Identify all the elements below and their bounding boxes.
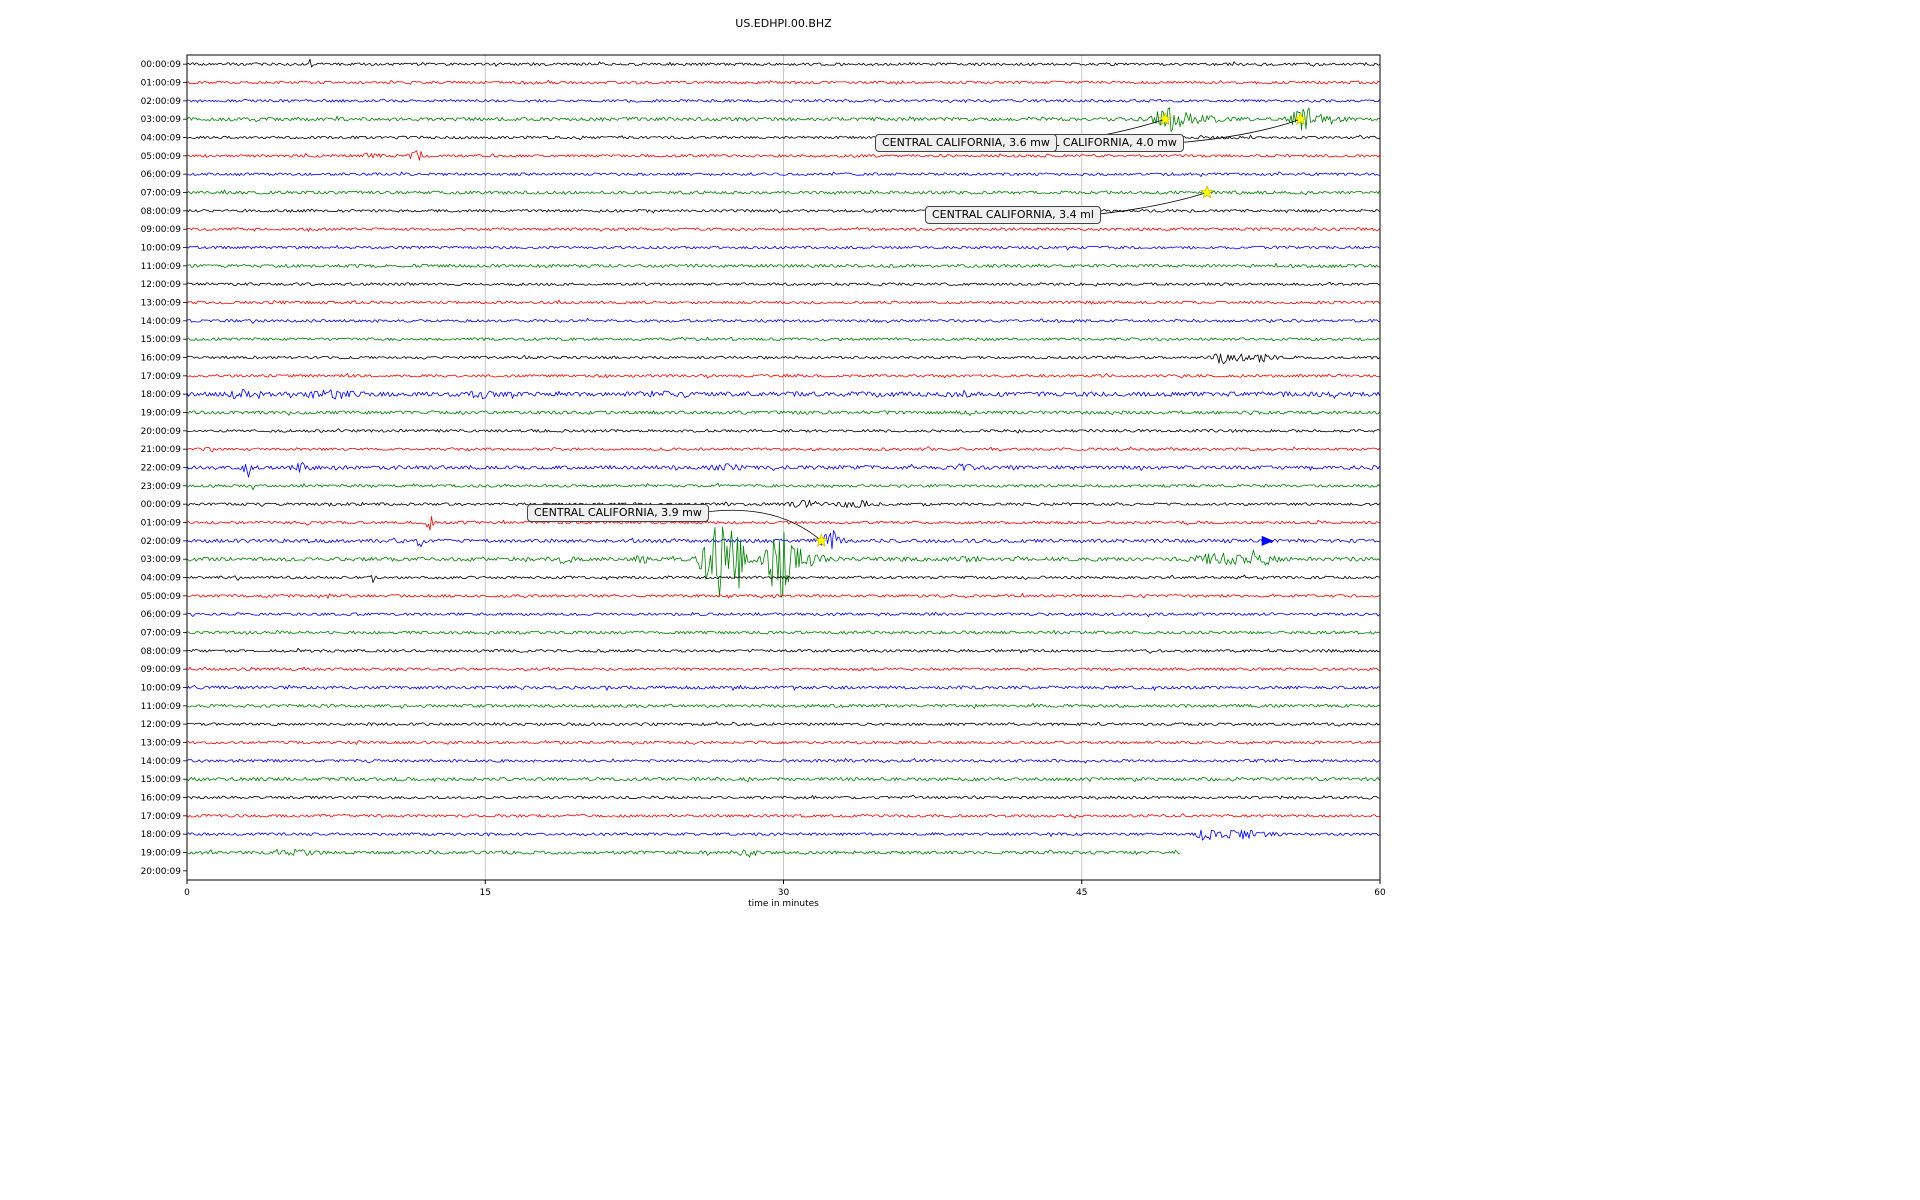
svg-text:45: 45 [1076, 888, 1087, 898]
svg-text:13:00:09: 13:00:09 [141, 739, 182, 749]
svg-text:04:00:09: 04:00:09 [141, 134, 182, 144]
svg-text:19:00:09: 19:00:09 [141, 849, 182, 859]
svg-text:11:00:09: 11:00:09 [141, 262, 182, 272]
svg-text:06:00:09: 06:00:09 [141, 610, 182, 620]
svg-text:15:00:09: 15:00:09 [141, 775, 182, 785]
svg-text:06:00:09: 06:00:09 [141, 170, 182, 180]
svg-text:11:00:09: 11:00:09 [141, 702, 182, 712]
svg-text:0: 0 [184, 888, 190, 898]
svg-text:07:00:09: 07:00:09 [141, 629, 182, 639]
svg-text:21:00:09: 21:00:09 [141, 445, 182, 455]
x-axis-label: time in minutes [748, 899, 819, 909]
svg-text:17:00:09: 17:00:09 [141, 812, 182, 822]
svg-text:14:00:09: 14:00:09 [141, 757, 182, 767]
svg-text:09:00:09: 09:00:09 [141, 665, 182, 675]
event-annotation-3-9mw: CENTRAL CALIFORNIA, 3.9 mw [527, 504, 709, 522]
svg-text:19:00:09: 19:00:09 [141, 409, 182, 419]
svg-text:00:00:09: 00:00:09 [141, 60, 182, 70]
svg-text:23:00:09: 23:00:09 [141, 482, 182, 492]
svg-text:12:00:09: 12:00:09 [141, 720, 182, 730]
svg-text:02:00:09: 02:00:09 [141, 97, 182, 107]
svg-text:07:00:09: 07:00:09 [141, 189, 182, 199]
svg-text:03:00:09: 03:00:09 [141, 555, 182, 565]
svg-text:18:00:09: 18:00:09 [141, 390, 182, 400]
svg-text:60: 60 [1374, 888, 1386, 898]
marker-triangle [1261, 535, 1274, 546]
svg-text:15: 15 [480, 888, 491, 898]
svg-text:20:00:09: 20:00:09 [141, 427, 182, 437]
svg-text:05:00:09: 05:00:09 [141, 152, 182, 162]
svg-text:13:00:09: 13:00:09 [141, 299, 182, 309]
event-annotation-3-4ml: CENTRAL CALIFORNIA, 3.4 ml [925, 206, 1101, 224]
svg-text:17:00:09: 17:00:09 [141, 372, 182, 382]
svg-text:18:00:09: 18:00:09 [141, 830, 182, 840]
svg-text:04:00:09: 04:00:09 [141, 574, 182, 584]
event-annotation-3-6mw: CENTRAL CALIFORNIA, 3.6 mw [875, 134, 1057, 152]
svg-text:20:00:09: 20:00:09 [141, 867, 182, 877]
svg-text:12:00:09: 12:00:09 [141, 280, 182, 290]
svg-text:09:00:09: 09:00:09 [141, 225, 182, 235]
svg-text:01:00:09: 01:00:09 [141, 79, 182, 89]
svg-text:00:00:09: 00:00:09 [141, 500, 182, 510]
svg-text:10:00:09: 10:00:09 [141, 244, 182, 254]
svg-text:03:00:09: 03:00:09 [141, 115, 182, 125]
svg-text:08:00:09: 08:00:09 [141, 647, 182, 657]
svg-text:05:00:09: 05:00:09 [141, 592, 182, 602]
svg-text:15:00:09: 15:00:09 [141, 335, 182, 345]
svg-text:08:00:09: 08:00:09 [141, 207, 182, 217]
svg-text:10:00:09: 10:00:09 [141, 684, 182, 694]
svg-text:30: 30 [778, 888, 790, 898]
chart-title: US.EDHPI.00.BHZ [735, 17, 832, 30]
svg-text:16:00:09: 16:00:09 [141, 794, 182, 804]
svg-text:22:00:09: 22:00:09 [141, 464, 182, 474]
svg-text:16:00:09: 16:00:09 [141, 354, 182, 364]
svg-text:01:00:09: 01:00:09 [141, 519, 182, 529]
svg-text:14:00:09: 14:00:09 [141, 317, 182, 327]
svg-text:02:00:09: 02:00:09 [141, 537, 182, 547]
